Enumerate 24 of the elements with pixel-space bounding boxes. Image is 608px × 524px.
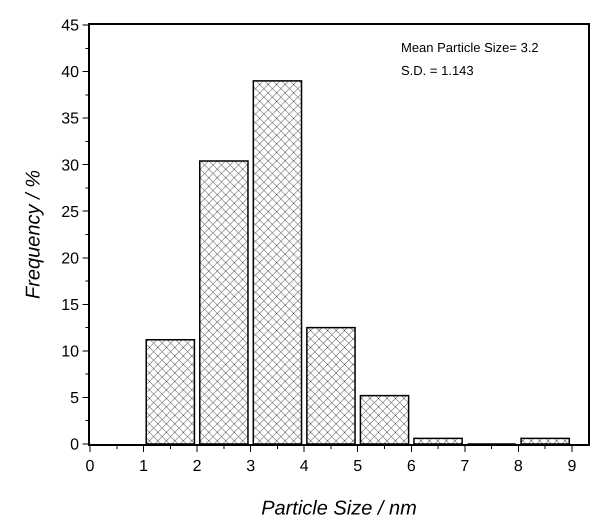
x-tick-label: 0 bbox=[86, 458, 95, 475]
x-tick-label: 9 bbox=[567, 458, 576, 475]
x-axis-title: Particle Size / nm bbox=[261, 498, 417, 520]
y-tick-label: 40 bbox=[61, 64, 80, 82]
x-tick-label: 6 bbox=[406, 458, 416, 475]
x-tick-label: 1 bbox=[139, 458, 148, 475]
x-tick-label: 4 bbox=[300, 458, 309, 475]
y-tick-label: 0 bbox=[70, 436, 80, 454]
x-tick-label: 7 bbox=[460, 458, 470, 475]
annotation: Mean Particle Size= 3.2 bbox=[401, 40, 539, 55]
x-tick-label: 2 bbox=[192, 458, 202, 475]
annotation: S.D. = 1.143 bbox=[401, 63, 474, 78]
y-tick-label: 25 bbox=[61, 204, 80, 221]
y-tick-label: 35 bbox=[61, 110, 80, 128]
x-tick-label: 5 bbox=[353, 458, 362, 475]
x-tick-label: 3 bbox=[246, 458, 256, 475]
y-tick-label: 15 bbox=[61, 296, 80, 314]
y-tick-label: 30 bbox=[61, 157, 80, 174]
y-tick-label: 45 bbox=[61, 18, 80, 35]
x-tick-label: 8 bbox=[514, 458, 523, 475]
y-axis-title: Frequency / % bbox=[22, 170, 44, 299]
y-tick-label: 20 bbox=[61, 250, 80, 268]
y-tick-label: 5 bbox=[70, 390, 80, 408]
y-tick-label: 10 bbox=[61, 343, 80, 360]
